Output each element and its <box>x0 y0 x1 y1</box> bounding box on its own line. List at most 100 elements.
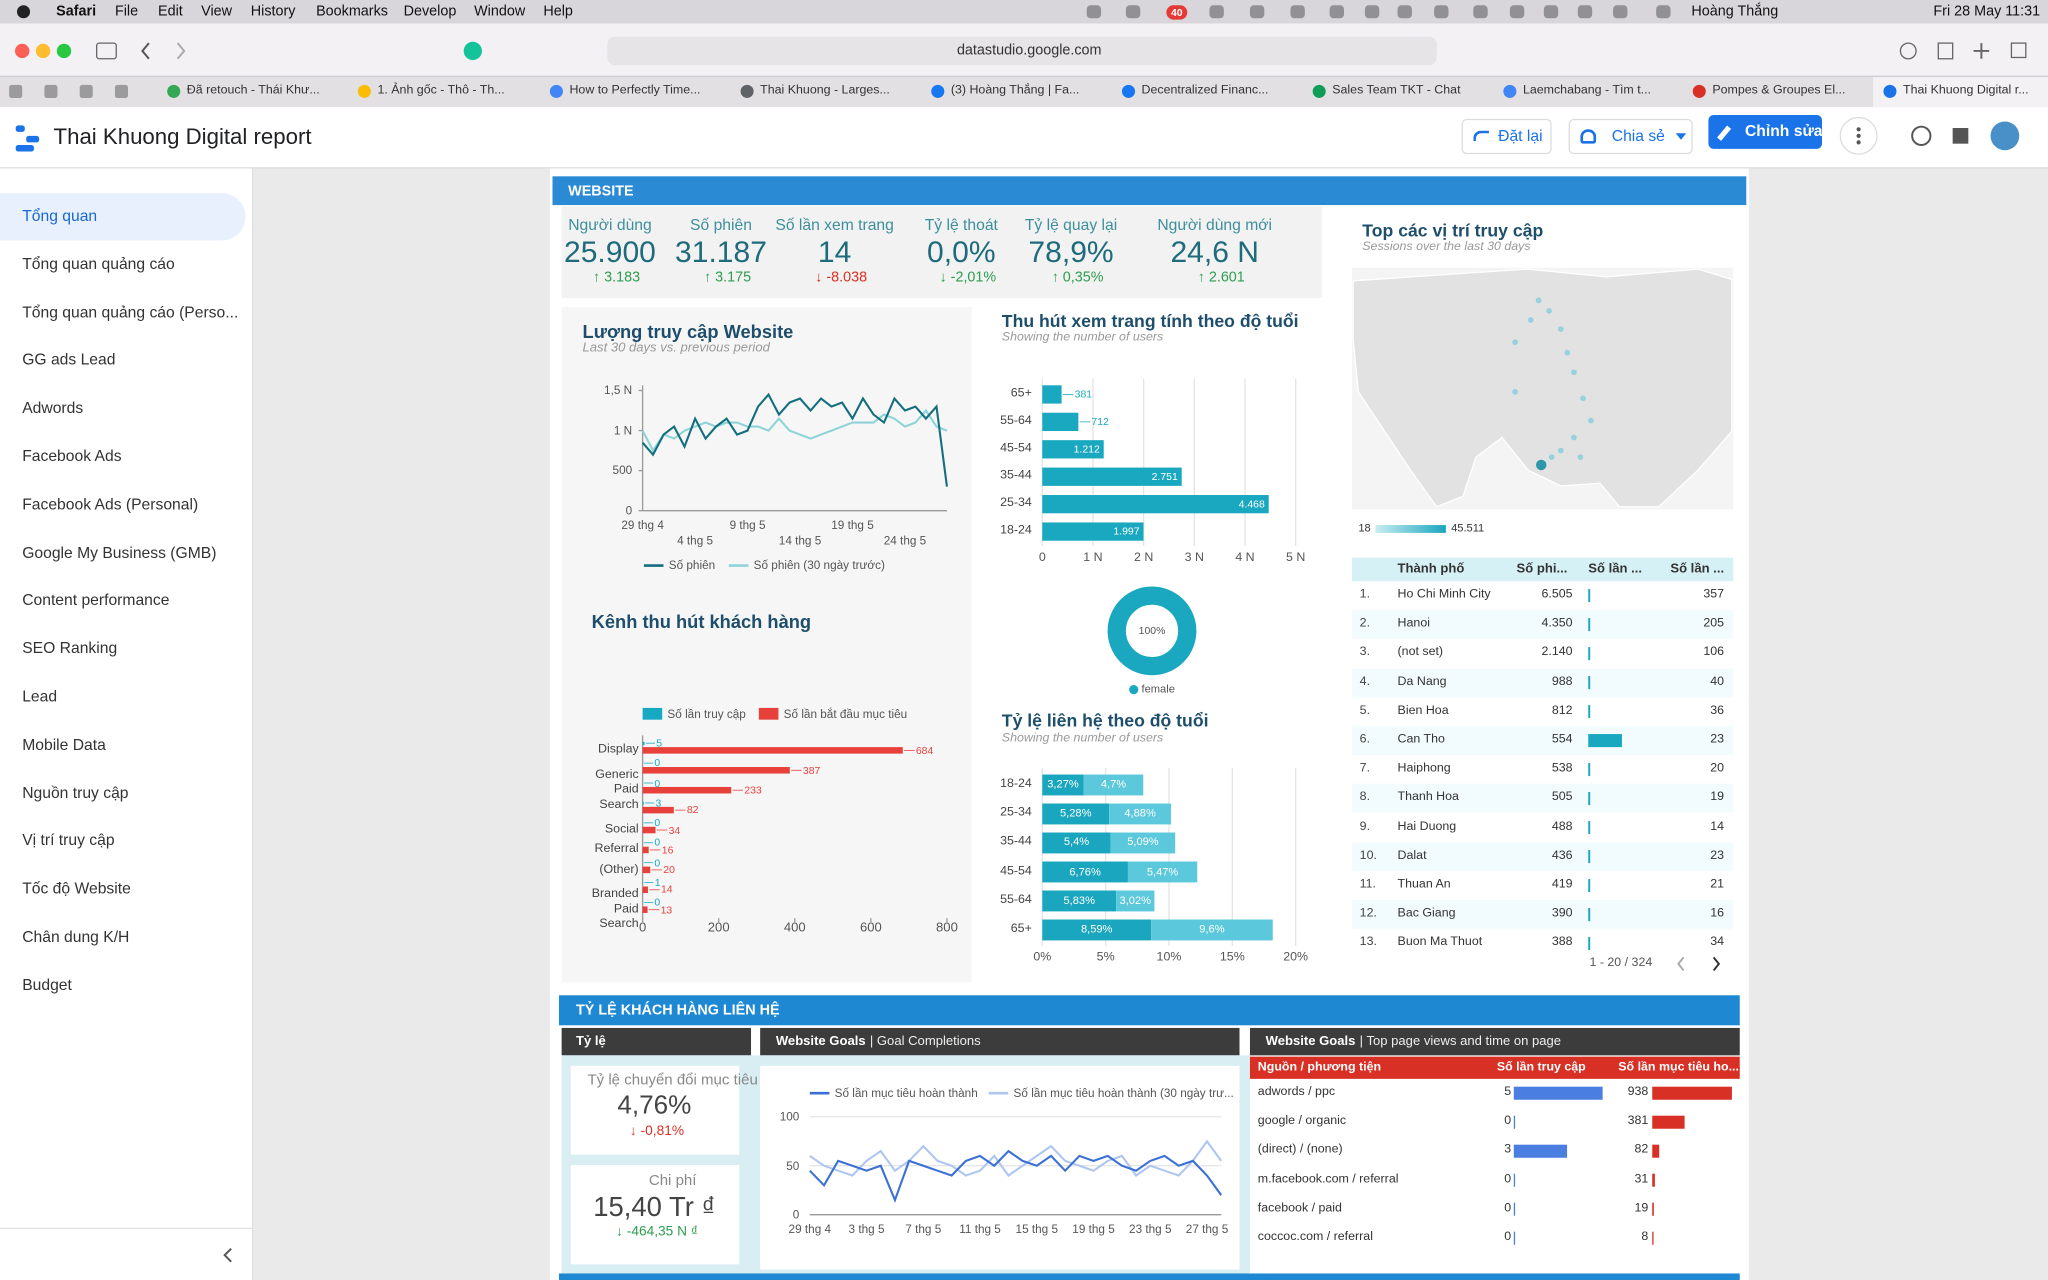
nav-item[interactable]: Nguồn truy cập <box>22 783 129 802</box>
pinned-tab[interactable] <box>114 84 128 98</box>
menu-item[interactable]: Help <box>543 3 573 20</box>
menu-item[interactable]: Develop <box>403 3 457 20</box>
apple-menu[interactable] <box>16 5 31 19</box>
extension-icon[interactable] <box>463 41 482 61</box>
x-tick-label: 27 thg 5 <box>1185 1222 1229 1236</box>
menu-item[interactable]: History <box>250 3 296 20</box>
nav-item[interactable]: Tổng quan quảng cáo (Perso... <box>22 302 239 321</box>
minimize-button[interactable] <box>35 43 51 59</box>
menu-item[interactable]: Edit <box>158 3 183 20</box>
close-button[interactable] <box>15 43 30 59</box>
panel-title: Tỷ lệ <box>575 1034 606 1050</box>
data-label: 712 <box>1091 415 1109 428</box>
avatar[interactable] <box>1990 121 2020 151</box>
menu-item[interactable]: File <box>114 3 139 20</box>
column-header[interactable]: Thành phố <box>1397 561 1465 577</box>
forward-button[interactable] <box>176 42 186 60</box>
pinned-tab[interactable] <box>79 84 93 98</box>
nav-item[interactable]: Vị trí truy cập <box>22 831 115 850</box>
nav-item[interactable]: Tốc độ Website <box>22 879 131 898</box>
apps-button[interactable] <box>1952 127 1969 144</box>
reset-button[interactable] <box>1461 118 1552 155</box>
back-button[interactable] <box>141 42 150 60</box>
share-button[interactable] <box>1937 42 1954 60</box>
tab[interactable]: Laemchabang - Tìm t... <box>1522 82 1651 98</box>
menu-item[interactable]: Window <box>474 3 526 20</box>
status-icon <box>1364 5 1380 19</box>
zoom-button[interactable] <box>56 43 72 59</box>
cell: 11. <box>1359 877 1377 892</box>
column-header[interactable]: Số lần ... <box>1588 561 1642 577</box>
tab-favicon <box>1503 84 1517 98</box>
tab-favicon <box>1312 84 1326 98</box>
column-header[interactable]: Số lần ... <box>1670 561 1725 577</box>
nav-item[interactable]: Tổng quan <box>22 206 98 225</box>
table-row <box>1351 726 1734 755</box>
reset-label: Đặt lại <box>1498 126 1543 145</box>
downloads-button[interactable] <box>1899 42 1917 60</box>
tab[interactable]: How to Perfectly Time... <box>569 82 701 98</box>
pinned-tab[interactable] <box>44 84 58 98</box>
nav-item[interactable]: Tổng quan quảng cáo <box>22 254 175 273</box>
tab[interactable]: Đã retouch - Thái Khư... <box>186 82 320 98</box>
map-title: Top các vị trí truy cập <box>1362 221 1544 241</box>
next-page[interactable] <box>1712 956 1721 972</box>
tab[interactable]: Decentralized Financ... <box>1141 82 1269 98</box>
new-tab-button[interactable] <box>1973 43 1990 59</box>
tab[interactable]: Thai Khuong Digital r... <box>1903 82 2029 98</box>
cell: 19 <box>1634 1200 1649 1216</box>
table-bar <box>1652 1173 1655 1187</box>
nav-item[interactable]: Budget <box>22 975 72 994</box>
data-label: 82 <box>686 804 699 816</box>
pinned-tab[interactable] <box>9 84 23 98</box>
bar <box>642 826 656 834</box>
bar <box>1042 385 1062 404</box>
legend-swatch <box>758 707 779 720</box>
tab[interactable]: Thai Khuong - Larges... <box>760 82 890 98</box>
cell: Thuan An <box>1397 877 1451 892</box>
y-tick-label: 1 N <box>613 423 633 437</box>
data-label: 4,88% <box>1124 806 1156 820</box>
column-header[interactable]: Số lần mục tiêu ho... <box>1618 1059 1739 1074</box>
nav-item[interactable]: Adwords <box>22 398 84 418</box>
nav-item[interactable]: Mobile Data <box>22 735 106 754</box>
tab[interactable]: 1. Ảnh gốc - Thô - Th... <box>377 82 505 98</box>
scorecard-delta: ↑ 3.175 <box>703 269 752 286</box>
prev-page[interactable] <box>1677 956 1685 972</box>
nav-item[interactable]: GG ads Lead <box>22 350 116 369</box>
column-header[interactable]: Số lần truy cập <box>1496 1059 1586 1074</box>
help-button[interactable] <box>1911 125 1932 146</box>
nav-item[interactable]: Facebook Ads <box>22 446 122 466</box>
column-header[interactable]: Nguồn / phương tiện <box>1257 1059 1382 1074</box>
goals-card <box>760 1065 1240 1270</box>
y-tick-label: 500 <box>612 463 633 477</box>
tab[interactable]: Pompes & Groupes El... <box>1712 82 1846 98</box>
tab-overview-button[interactable] <box>2010 42 2027 59</box>
cell: 4. <box>1359 674 1371 689</box>
tab[interactable]: (3) Hoàng Thắng | Fa... <box>950 82 1080 98</box>
column-header[interactable]: Số phi... <box>1516 561 1568 577</box>
section-title: TỶ LỆ KHÁCH HÀNG LIÊN HỆ <box>575 1002 780 1019</box>
nav-item[interactable]: Chân dung K/H <box>22 927 130 946</box>
cell: 14 <box>1710 819 1725 834</box>
collapse-sidebar[interactable] <box>223 1247 232 1263</box>
bar <box>642 846 649 854</box>
x-tick-label: 800 <box>936 921 958 936</box>
scorecard-delta: ↑ 2.601 <box>1197 269 1245 286</box>
chart-title: Lượng truy cập Website <box>582 321 794 343</box>
menu-item[interactable]: Bookmarks <box>316 3 388 20</box>
cell: 9. <box>1359 819 1371 834</box>
nav-item[interactable]: Lead <box>22 687 58 706</box>
nav-item[interactable]: Content performance <box>22 591 170 610</box>
status-icon <box>1329 5 1344 19</box>
nav-item[interactable]: Google My Business (GMB) <box>22 542 217 562</box>
menu-item[interactable]: View <box>201 3 233 20</box>
nav-item[interactable]: SEO Ranking <box>22 639 118 658</box>
tab[interactable]: Sales Team TKT - Chat <box>1332 82 1461 98</box>
data-label: 5,28% <box>1059 806 1092 820</box>
sidebar-toggle[interactable] <box>95 42 117 60</box>
menu-app[interactable]: Safari <box>56 3 97 20</box>
address-bar[interactable] <box>607 36 1437 66</box>
nav-item[interactable]: Facebook Ads (Personal) <box>22 494 199 514</box>
